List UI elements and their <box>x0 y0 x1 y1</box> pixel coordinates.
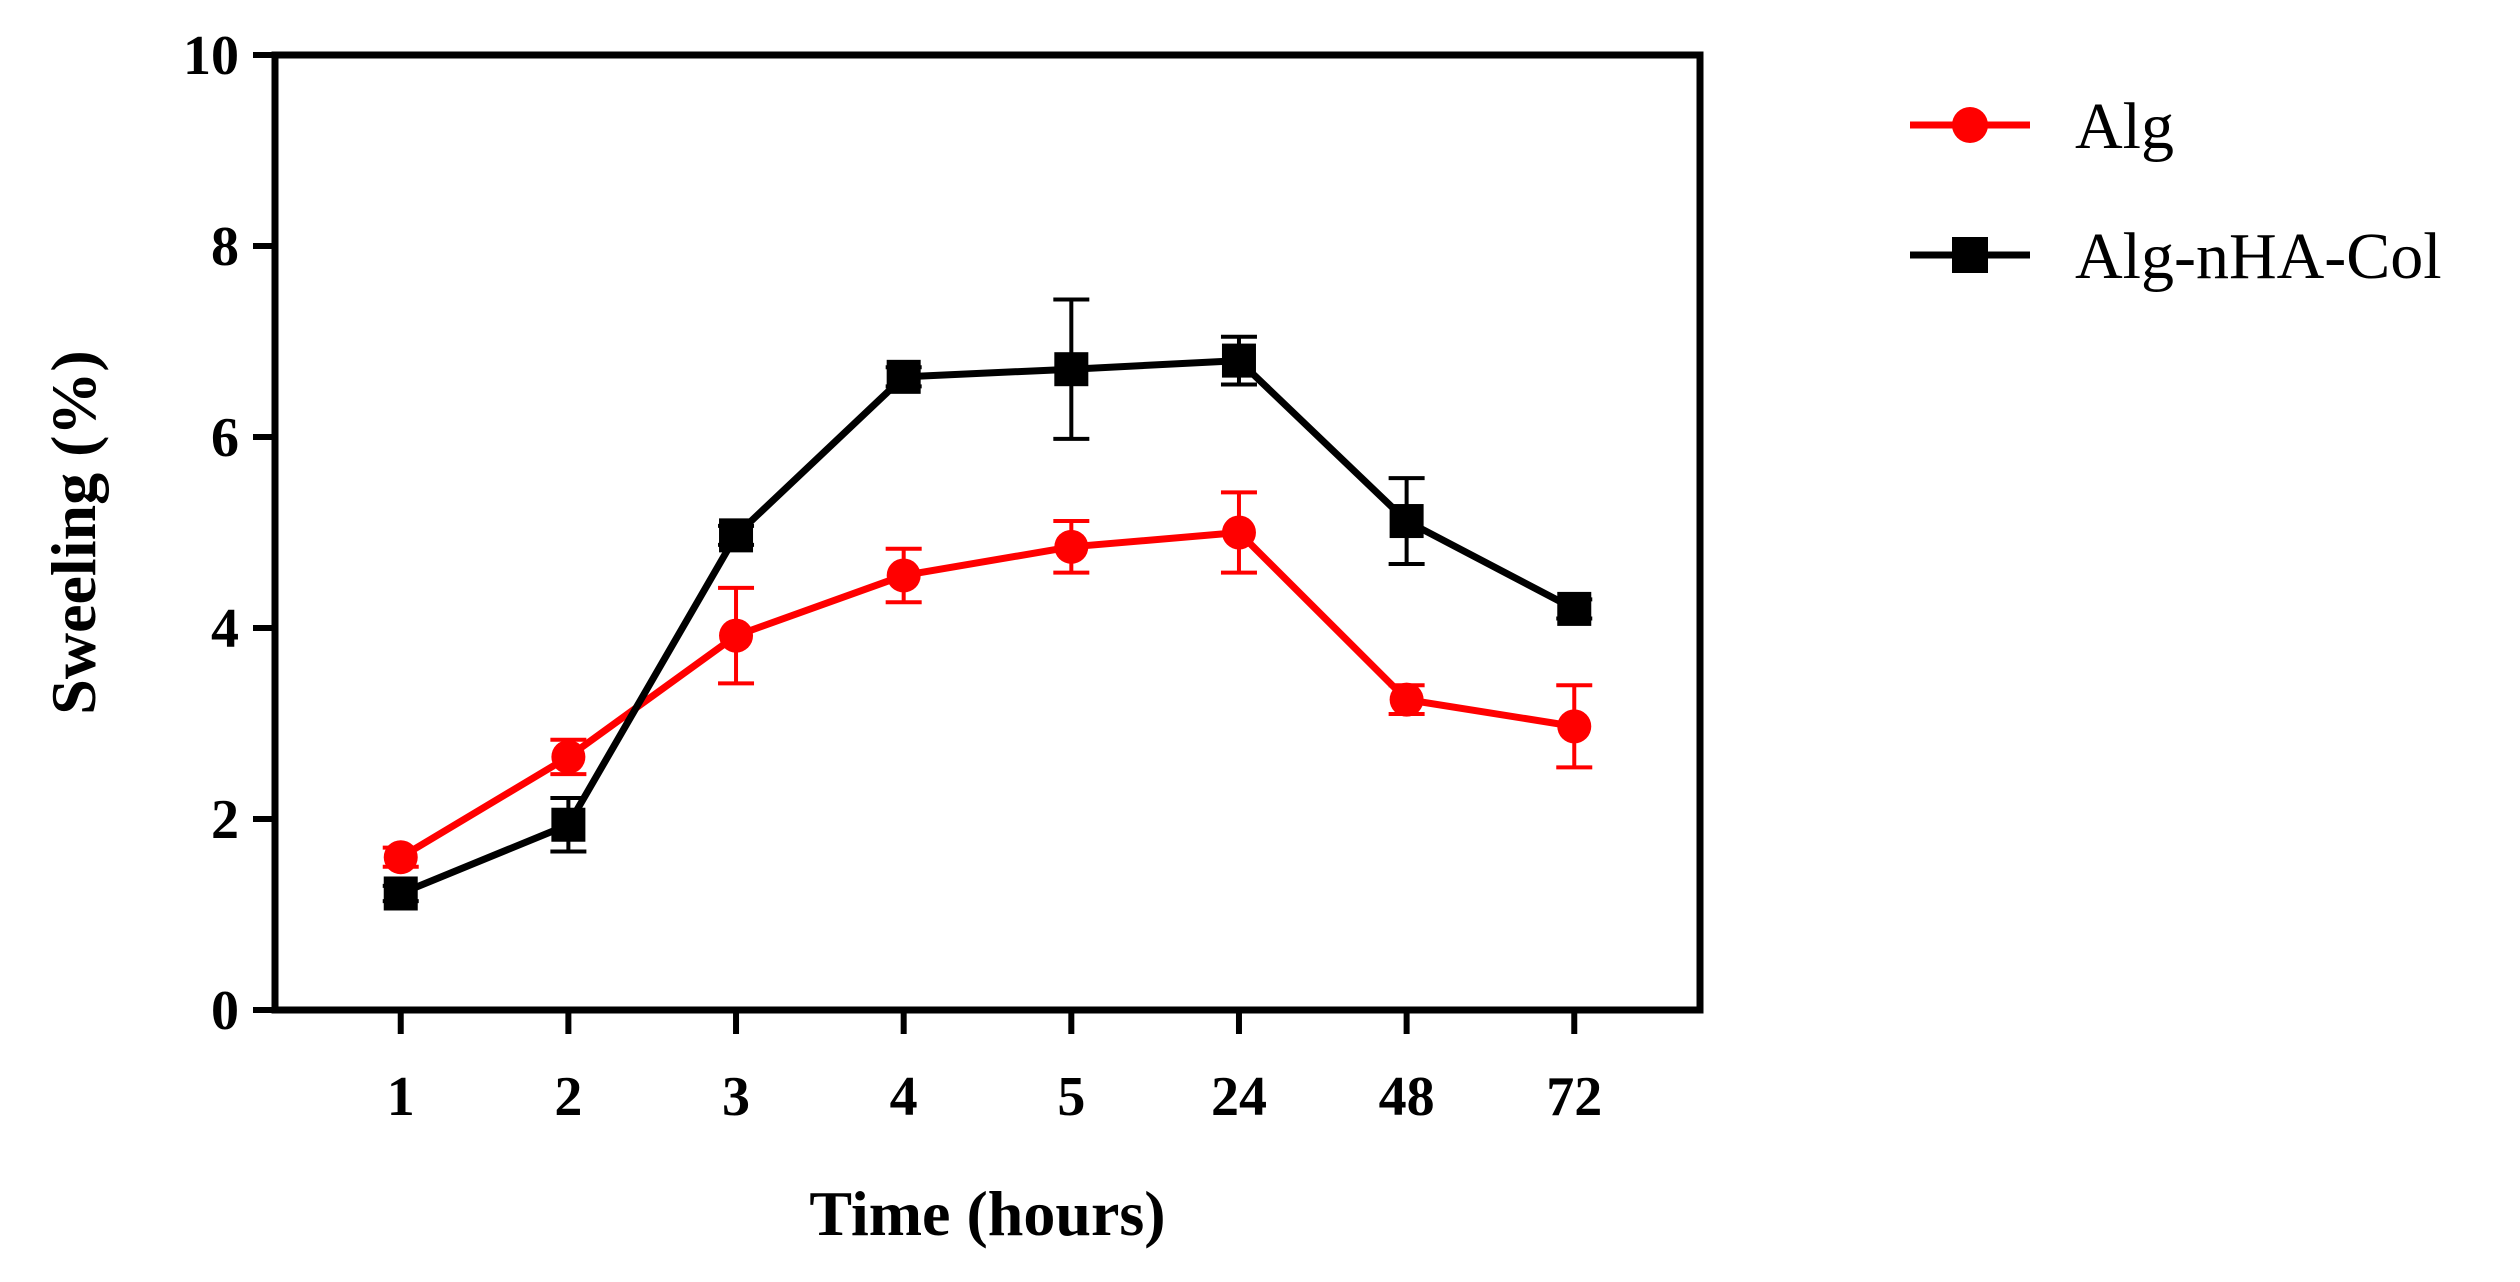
data-point-alg-nha-col <box>1389 504 1424 539</box>
data-point-alg <box>1389 682 1424 717</box>
data-point-alg <box>1054 529 1089 564</box>
legend-marker-alg <box>1952 107 1988 143</box>
series-line-alg <box>398 529 1575 861</box>
data-point-alg-nha-col <box>383 876 418 911</box>
y-tick-label: 8 <box>211 216 239 278</box>
data-point-alg-nha-col <box>551 807 586 842</box>
data-point-alg-nha-col <box>1557 591 1592 626</box>
y-tick-label: 6 <box>211 407 239 469</box>
x-tick-label: 24 <box>1211 1066 1267 1128</box>
data-point-alg-nha-col <box>1221 343 1256 378</box>
legend: Alg Alg-nHA-Col <box>1910 90 2442 293</box>
x-tick-label: 5 <box>1057 1066 1085 1128</box>
plot-frame <box>271 51 1704 1014</box>
y-tick-label: 2 <box>211 789 239 851</box>
legend-label-alg-nha-col: Alg-nHA-Col <box>2075 220 2442 293</box>
x-tick-label: 2 <box>554 1066 582 1128</box>
y-axis-title: Sweeling (%) <box>38 350 109 714</box>
x-tick-label: 48 <box>1379 1066 1435 1128</box>
y-tick-label: 4 <box>211 598 239 660</box>
data-point-alg-nha-col <box>886 359 921 394</box>
y-tick-label: 0 <box>211 980 239 1042</box>
data-point-alg <box>886 558 921 593</box>
series-line-alg-nha-col <box>399 357 1576 897</box>
x-tick-label: 3 <box>722 1066 750 1128</box>
data-point-alg-nha-col <box>719 518 754 553</box>
x-tick-label: 1 <box>387 1066 415 1128</box>
data-point-alg <box>1557 709 1592 744</box>
x-tick-label: 72 <box>1546 1066 1602 1128</box>
x-tick-label: 4 <box>890 1066 918 1128</box>
data-point-alg-nha-col <box>1054 352 1089 387</box>
data-point-alg <box>719 618 754 653</box>
x-axis-title: Time (hours) <box>809 1178 1165 1249</box>
legend-marker-alg-nha-col <box>1952 237 1988 273</box>
data-point-alg <box>1221 515 1256 550</box>
y-tick-label: 10 <box>183 25 239 87</box>
legend-label-alg: Alg <box>2075 90 2174 163</box>
data-point-alg <box>383 840 418 875</box>
data-point-alg <box>551 739 586 774</box>
